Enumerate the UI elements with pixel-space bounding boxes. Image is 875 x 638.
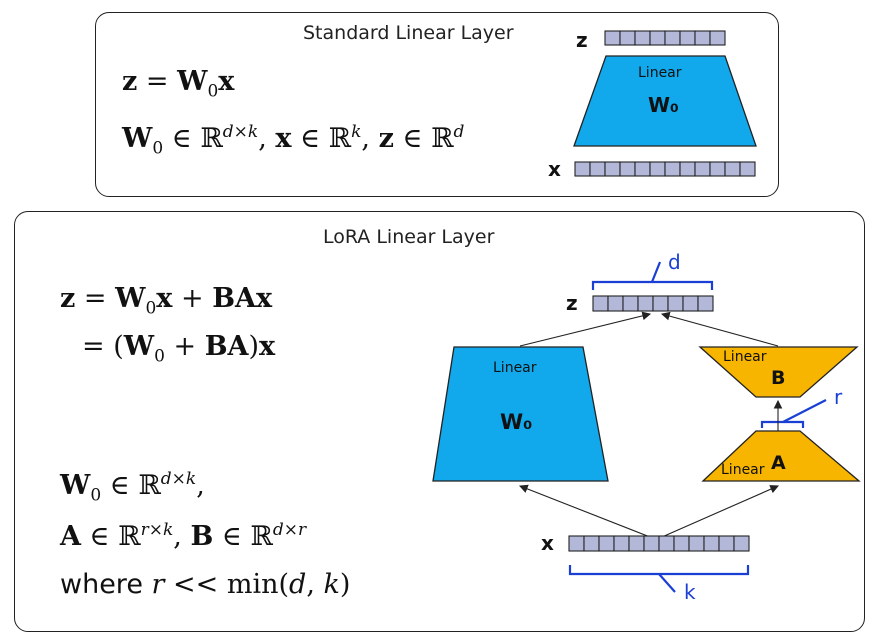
lora-equation-2: = (W0 + BA)x	[82, 331, 276, 367]
lora-equation-3: W0 ∈ ℝd×k,	[60, 469, 205, 506]
lora-equation-4: A ∈ ℝr×k, B ∈ ℝd×r	[60, 520, 307, 552]
standard-equation-1: z = W0x	[122, 66, 235, 102]
lora-panel-title: LoRA Linear Layer	[323, 226, 495, 248]
standard-panel-title: Standard Linear Layer	[303, 22, 514, 44]
standard-equation-2: W0 ∈ ℝd×k, x ∈ ℝk, z ∈ ℝd	[122, 122, 465, 159]
lora-equation-5: where r << min(d, k)	[60, 569, 351, 600]
lora-equation-1: z = W0x + BAx	[60, 283, 273, 319]
